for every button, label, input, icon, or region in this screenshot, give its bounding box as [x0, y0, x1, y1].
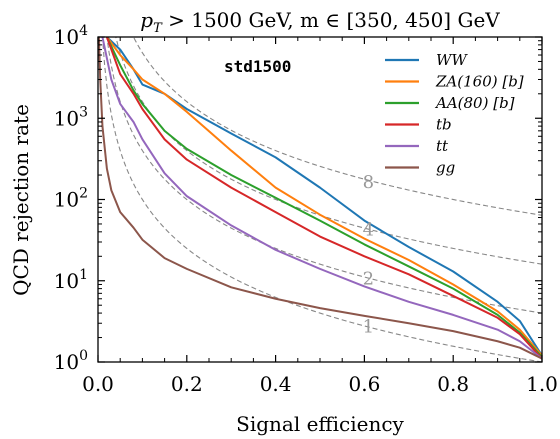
significance-label: 1 [363, 317, 374, 338]
x-axis-label: Signal efficiency [236, 412, 404, 436]
significance-curve [106, 37, 542, 314]
x-tick-label: 0.2 [171, 372, 203, 396]
significance-curve [132, 37, 542, 216]
y-tick-label: 102 [54, 186, 88, 212]
series-line-3 [105, 37, 542, 360]
series-line-4 [101, 37, 542, 360]
annotation-text: std1500 [224, 57, 291, 76]
x-tick-label: 0.6 [348, 372, 380, 396]
legend-label-3: tb [436, 116, 452, 134]
significance-label: 8 [363, 172, 374, 193]
y-tick-label: 104 [54, 23, 88, 49]
x-tick-label: 0.8 [437, 372, 469, 396]
x-tick-label: 0.4 [260, 372, 292, 396]
y-tick-label: 103 [54, 104, 88, 130]
legend-label-4: tt [436, 137, 449, 155]
series-line-1 [106, 37, 542, 357]
legend-label-5: gg [436, 159, 455, 177]
series-line-2 [105, 37, 542, 358]
series-line-0 [106, 37, 542, 357]
significance-label: 4 [363, 219, 374, 240]
significance-curve [101, 37, 542, 362]
legend-label-1: ZA(160) [b] [435, 73, 524, 91]
curves-layer: 8 4 2 1 [98, 37, 542, 362]
significance-label: 2 [363, 268, 374, 289]
x-tick-label: 1.0 [526, 372, 558, 396]
legend-label-0: WW [436, 51, 468, 69]
ticks-layer: 0.0 0.2 0.4 0.6 0.8 1.0 100 101 102 103 104 [54, 23, 558, 396]
x-tick-label: 0.0 [82, 372, 114, 396]
series-line-5 [98, 37, 542, 360]
y-tick-label: 101 [54, 267, 88, 293]
y-axis-label: QCD rejection rate [9, 104, 33, 296]
y-tick-label: 100 [54, 348, 88, 374]
chart-title: pT > 1500 GeV, m ∈ [350, 450] GeV [140, 8, 500, 36]
legend-label-2: AA(80) [b] [434, 94, 515, 112]
legend: WW ZA(160) [b] AA(80) [b] tb tt gg [385, 51, 524, 177]
